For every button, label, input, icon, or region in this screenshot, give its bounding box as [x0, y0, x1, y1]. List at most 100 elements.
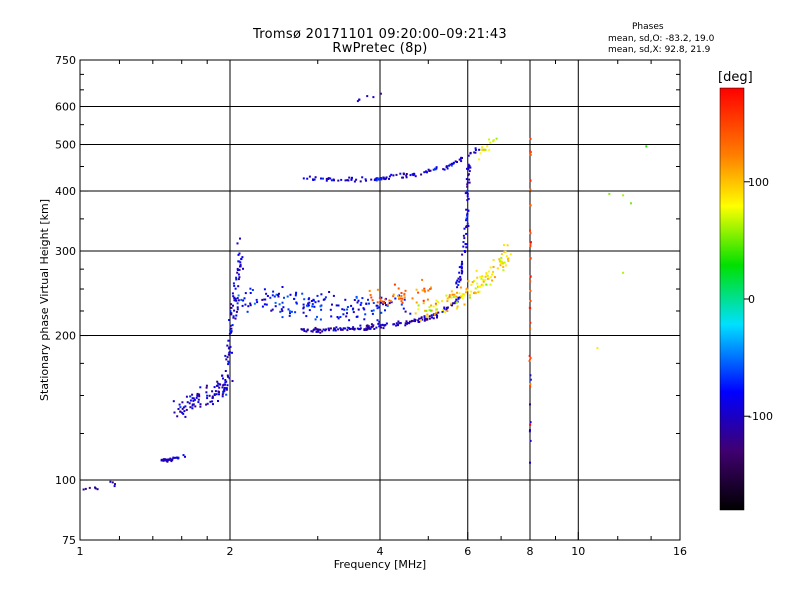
data-point — [502, 269, 505, 272]
data-point — [480, 277, 483, 280]
data-point — [529, 403, 531, 406]
data-point — [233, 284, 236, 287]
data-point — [417, 319, 420, 322]
data-point — [608, 192, 611, 195]
data-point — [529, 245, 532, 247]
data-point — [432, 168, 435, 171]
data-point — [452, 295, 455, 298]
data-point — [172, 456, 175, 459]
data-point — [446, 297, 449, 300]
data-point — [380, 296, 383, 299]
data-point — [181, 411, 184, 414]
data-point — [457, 297, 460, 300]
data-point — [230, 327, 233, 330]
data-point — [370, 309, 373, 312]
data-point — [332, 294, 335, 297]
data-point — [239, 263, 242, 266]
data-point — [329, 327, 332, 330]
data-point — [480, 283, 483, 286]
data-point — [473, 151, 476, 154]
data-point — [281, 316, 284, 319]
data-point — [264, 298, 267, 301]
data-point — [378, 296, 381, 299]
data-point — [195, 396, 198, 399]
data-point — [287, 308, 290, 311]
data-point — [442, 168, 445, 171]
data-point — [467, 280, 470, 283]
data-point — [226, 344, 229, 347]
data-point — [423, 318, 426, 321]
x-axis: 1 2 4 6 8 10 16 — [77, 60, 687, 558]
data-point — [233, 296, 236, 299]
data-point — [363, 308, 366, 311]
data-point — [469, 296, 471, 299]
data-point — [441, 309, 444, 311]
data-point — [246, 310, 249, 313]
data-point — [459, 279, 462, 282]
data-point — [482, 279, 485, 281]
data-point — [288, 314, 291, 317]
data-point — [176, 415, 179, 418]
data-point — [369, 327, 372, 330]
data-point — [467, 174, 470, 177]
data-point — [479, 152, 482, 155]
data-point — [403, 292, 406, 295]
data-point — [286, 295, 289, 298]
data-point — [215, 393, 218, 396]
data-point — [218, 383, 221, 386]
data-point — [211, 400, 214, 403]
data-point — [424, 290, 427, 293]
data-point — [314, 318, 317, 321]
data-point — [395, 173, 398, 176]
data-point — [211, 390, 214, 393]
data-point — [376, 288, 379, 291]
data-point — [451, 162, 453, 165]
data-point — [445, 294, 448, 297]
data-point — [365, 327, 368, 330]
data-point — [461, 157, 463, 159]
data-point — [423, 316, 426, 319]
data-point — [352, 326, 355, 329]
data-point — [249, 302, 252, 305]
data-point — [463, 303, 466, 306]
data-point — [382, 327, 385, 330]
x-tick-label: 16 — [673, 545, 687, 558]
data-point — [388, 175, 391, 178]
data-point — [232, 282, 235, 285]
data-point — [466, 195, 469, 198]
data-point — [388, 177, 390, 180]
data-point — [456, 305, 459, 308]
data-point — [465, 219, 468, 222]
data-point — [302, 307, 305, 310]
data-point — [477, 291, 480, 294]
data-point — [382, 301, 385, 304]
data-point — [380, 177, 383, 180]
data-point — [487, 277, 490, 280]
data-point — [436, 316, 438, 319]
data-point — [409, 174, 412, 177]
data-point — [319, 328, 322, 331]
data-point — [165, 458, 168, 461]
data-point — [231, 324, 234, 327]
data-point — [462, 294, 465, 297]
data-point — [426, 171, 428, 174]
data-point — [382, 177, 385, 180]
data-point — [464, 192, 467, 195]
data-point — [377, 322, 380, 325]
data-point — [347, 179, 350, 182]
data-point — [444, 311, 447, 314]
data-point — [528, 360, 531, 362]
data-point — [344, 327, 347, 330]
data-point — [308, 301, 311, 304]
data-point — [368, 302, 370, 305]
data-point — [199, 405, 202, 408]
data-point — [346, 312, 348, 315]
data-point — [189, 399, 192, 402]
data-point — [422, 299, 425, 302]
data-point — [192, 397, 195, 400]
data-point — [265, 292, 268, 295]
data-point — [239, 237, 241, 240]
data-point — [340, 178, 343, 181]
data-point — [216, 380, 219, 383]
data-point — [206, 394, 209, 397]
